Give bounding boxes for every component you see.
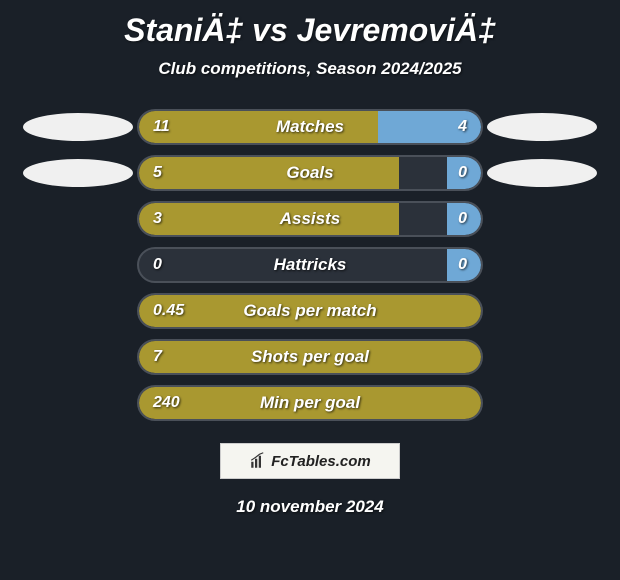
stat-row: 0.45Goals per match — [0, 293, 620, 329]
stat-bar: 3Assists0 — [137, 201, 483, 237]
player-right-ellipse — [487, 113, 597, 141]
stat-value-right: 4 — [411, 118, 481, 136]
stat-value-left: 5 — [139, 164, 209, 182]
branding-text: FcTables.com — [271, 453, 370, 470]
stat-row: 5Goals0 — [0, 155, 620, 191]
stat-row: 11Matches4 — [0, 109, 620, 145]
stat-label: Hattricks — [209, 255, 411, 275]
date-text: 10 november 2024 — [0, 497, 620, 517]
stat-bar: 0.45Goals per match — [137, 293, 483, 329]
stat-value-right: 0 — [411, 164, 481, 182]
player-right-ellipse — [487, 159, 597, 187]
stat-label: Goals per match — [209, 301, 411, 321]
subtitle: Club competitions, Season 2024/2025 — [0, 59, 620, 79]
stat-bar: 11Matches4 — [137, 109, 483, 145]
stat-row: 0Hattricks0 — [0, 247, 620, 283]
stat-value-right: 0 — [411, 256, 481, 274]
stat-value-left: 7 — [139, 348, 209, 366]
stat-value-left: 0.45 — [139, 302, 209, 320]
comparison-chart: 11Matches45Goals03Assists00Hattricks00.4… — [0, 109, 620, 421]
player-left-ellipse — [23, 113, 133, 141]
stat-bar: 0Hattricks0 — [137, 247, 483, 283]
branding-box: FcTables.com — [220, 443, 400, 479]
stat-value-left: 240 — [139, 394, 209, 412]
stat-label: Goals — [209, 163, 411, 183]
stat-label: Min per goal — [209, 393, 411, 413]
stat-row: 7Shots per goal — [0, 339, 620, 375]
stat-row: 240Min per goal — [0, 385, 620, 421]
stat-value-left: 3 — [139, 210, 209, 228]
stat-row: 3Assists0 — [0, 201, 620, 237]
stat-value-left: 11 — [139, 118, 209, 136]
stat-label: Shots per goal — [209, 347, 411, 367]
player-left-ellipse — [23, 159, 133, 187]
page-title: StaniÄ‡ vs JevremoviÄ‡ — [0, 0, 620, 49]
chart-icon — [249, 452, 267, 470]
stat-label: Assists — [209, 209, 411, 229]
stat-bar: 5Goals0 — [137, 155, 483, 191]
stat-value-right: 0 — [411, 210, 481, 228]
stat-bar: 240Min per goal — [137, 385, 483, 421]
stat-label: Matches — [209, 117, 411, 137]
stat-value-left: 0 — [139, 256, 209, 274]
stat-bar: 7Shots per goal — [137, 339, 483, 375]
